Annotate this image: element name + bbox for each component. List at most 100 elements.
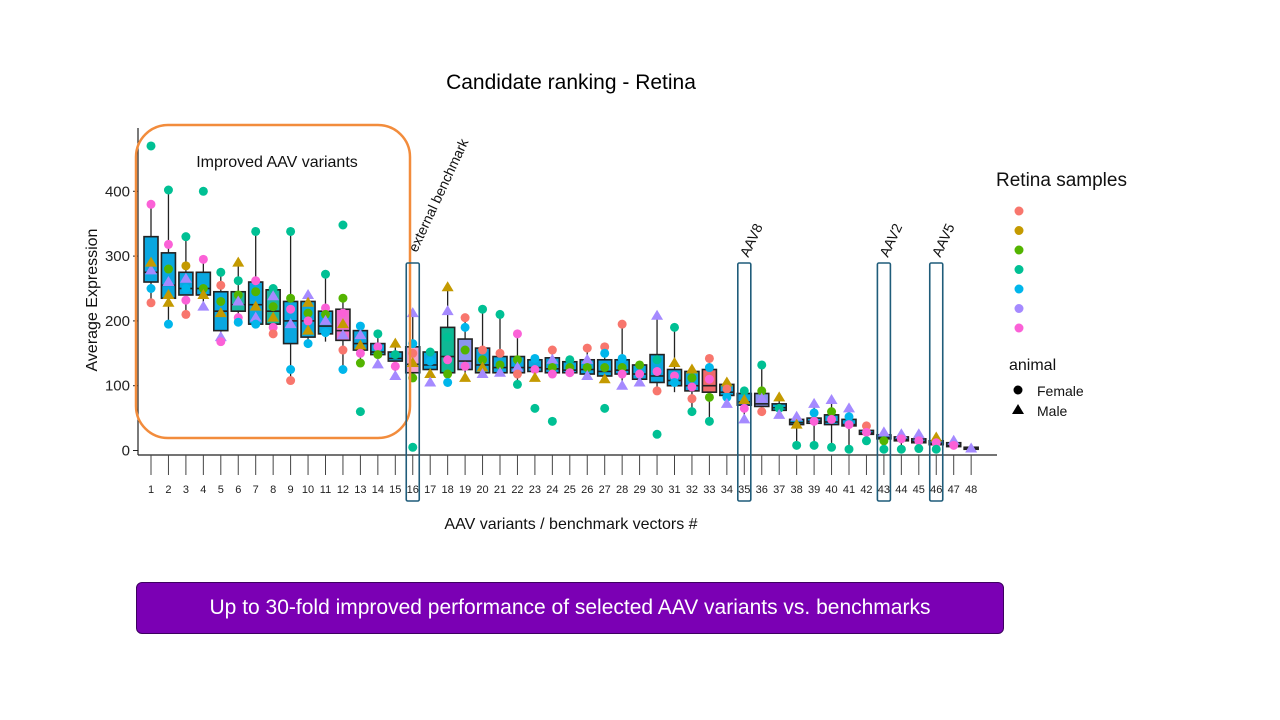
data-point-female xyxy=(914,436,924,446)
data-point-female xyxy=(582,363,592,373)
data-point-male xyxy=(581,353,594,364)
data-point-female xyxy=(216,296,226,306)
data-point-male xyxy=(494,366,506,377)
x-tick-label: 18 xyxy=(442,484,454,496)
data-point-female xyxy=(443,369,453,379)
data-point-female xyxy=(844,420,854,430)
data-point-female xyxy=(547,363,557,373)
data-point-male xyxy=(790,410,803,421)
data-point-female xyxy=(949,440,959,450)
data-point-female xyxy=(687,394,697,404)
data-point-male xyxy=(354,339,367,350)
data-point-female xyxy=(722,392,732,402)
x-tick-label: 31 xyxy=(668,484,680,496)
data-point-female xyxy=(443,355,453,365)
data-point-male xyxy=(825,393,838,404)
x-tick-label: 1 xyxy=(148,484,154,496)
data-point-male xyxy=(302,288,315,299)
x-tick-label: 3 xyxy=(183,484,189,496)
data-point-female xyxy=(739,386,749,396)
aav2-highlight xyxy=(876,262,892,502)
data-point-male xyxy=(843,402,855,413)
data-point-female xyxy=(233,290,243,300)
x-tick-label: 46 xyxy=(930,484,942,496)
data-point-female xyxy=(460,361,470,371)
x-tick-label: 23 xyxy=(529,484,541,496)
data-point-female xyxy=(181,232,191,242)
data-point-female xyxy=(268,302,278,312)
data-point-female xyxy=(338,220,348,230)
data-point-female xyxy=(443,377,453,387)
data-point-female xyxy=(617,353,627,363)
data-point-male xyxy=(145,256,157,267)
data-point-female xyxy=(146,298,156,308)
data-point-male xyxy=(581,369,594,380)
external-benchmark-label: external benchmark xyxy=(405,135,472,254)
data-point-female xyxy=(565,368,575,378)
data-point-female xyxy=(355,407,365,417)
data-point-male xyxy=(755,392,768,403)
data-point-female xyxy=(478,304,488,314)
data-point-female xyxy=(443,332,453,342)
y-tick-label: 0 xyxy=(122,443,130,460)
data-point-male xyxy=(476,361,489,372)
data-point-female xyxy=(739,403,749,413)
x-tick-label: 15 xyxy=(389,484,401,496)
x-tick-label: 11 xyxy=(320,484,331,496)
data-point-female xyxy=(338,308,348,318)
data-point-female xyxy=(355,348,365,358)
data-point-female xyxy=(565,355,575,365)
data-point-female xyxy=(355,321,365,331)
data-point-male xyxy=(424,376,437,387)
data-point-female xyxy=(286,293,296,303)
data-point-female xyxy=(321,309,330,319)
data-point-male xyxy=(651,309,664,320)
data-point-male xyxy=(267,290,280,301)
x-tick-label: 39 xyxy=(808,484,820,496)
data-point-female xyxy=(355,358,365,368)
aav5-label: AAV5 xyxy=(928,221,957,259)
data-point-male xyxy=(546,353,559,364)
legend-color-key xyxy=(1014,323,1024,333)
x-tick-label: 48 xyxy=(965,484,977,496)
data-point-female xyxy=(547,345,557,355)
data-point-male xyxy=(738,413,751,424)
data-point-female xyxy=(530,365,540,374)
x-tick-label: 4 xyxy=(200,484,206,496)
x-tick-label: 38 xyxy=(791,484,803,496)
data-point-female xyxy=(861,427,871,437)
data-point-female xyxy=(338,365,348,374)
y-tick-label: 300 xyxy=(105,248,130,265)
data-point-female xyxy=(268,322,278,332)
data-point-female xyxy=(757,386,767,396)
y-tick-label: 200 xyxy=(105,313,130,330)
data-point-female xyxy=(792,440,802,450)
data-point-female xyxy=(495,309,505,319)
data-point-female xyxy=(303,339,313,349)
data-point-female xyxy=(478,355,488,365)
data-point-male xyxy=(808,397,821,408)
data-point-male xyxy=(790,418,803,429)
x-tick-label: 33 xyxy=(703,484,715,496)
x-tick-label: 22 xyxy=(511,484,523,496)
x-tick-label: 10 xyxy=(302,484,314,496)
data-point-female xyxy=(181,295,191,305)
data-point-male xyxy=(371,358,384,369)
data-point-male xyxy=(511,361,524,372)
data-point-female xyxy=(286,304,296,314)
data-point-male xyxy=(354,329,367,340)
data-point-female xyxy=(809,416,819,426)
legend-title: Retina samples xyxy=(996,170,1127,191)
data-point-female xyxy=(216,337,226,347)
data-point-female xyxy=(687,373,697,383)
y-tick-label: 100 xyxy=(105,378,130,395)
data-point-female xyxy=(181,284,191,293)
data-point-female xyxy=(652,386,662,396)
x-tick-label: 13 xyxy=(354,484,366,496)
data-point-female xyxy=(914,444,924,454)
data-point-female xyxy=(687,407,697,417)
data-point-female xyxy=(460,313,470,323)
data-point-male xyxy=(720,376,733,387)
improved-variants-label: Improved AAV variants xyxy=(196,154,358,171)
data-point-female xyxy=(146,141,156,151)
